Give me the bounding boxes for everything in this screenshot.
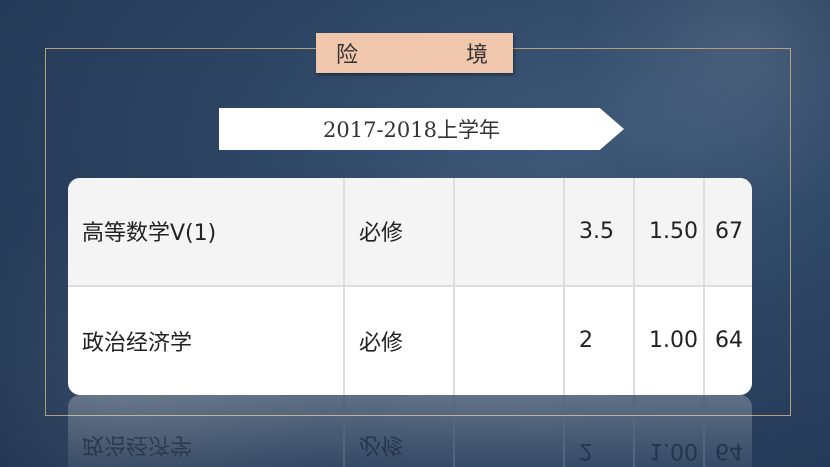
score: 64	[715, 328, 743, 354]
reflected-row: 政治经济学 必修 2 1.00 64	[68, 395, 752, 467]
score: 67	[715, 218, 743, 244]
slide-title: 险 境	[316, 33, 513, 73]
course-name: 政治经济学	[68, 395, 345, 467]
grade-point: 1.00	[635, 395, 705, 467]
grade-point: 1.00	[635, 286, 705, 395]
table-row: 高等数学V(1) 必修 3.5 1.50 67	[68, 178, 752, 287]
course-type: 必修	[345, 178, 455, 285]
semester-banner: 2017-2018上学年	[219, 108, 624, 150]
table-reflection: 政治经济学 必修 2 1.00 64	[68, 395, 752, 467]
table-row: 政治经济学 必修 2 1.00 64	[68, 286, 752, 395]
score: 64	[715, 438, 743, 463]
empty-cell	[455, 395, 565, 467]
title-char-2: 境	[465, 43, 488, 68]
title-char-1: 险	[336, 43, 359, 68]
course-name: 政治经济学	[68, 286, 345, 395]
credits: 2	[565, 395, 635, 467]
credits: 3.5	[565, 178, 635, 285]
credits: 2	[565, 286, 635, 395]
course-type: 必修	[345, 395, 455, 467]
grades-table: 高等数学V(1) 必修 3.5 1.50 67 政治经济学 必修 2 1.00 …	[68, 178, 752, 395]
course-type: 必修	[345, 286, 455, 395]
course-name: 高等数学V(1)	[68, 178, 345, 285]
empty-cell	[455, 178, 565, 285]
empty-cell	[455, 286, 565, 395]
grade-point: 1.50	[635, 178, 705, 285]
